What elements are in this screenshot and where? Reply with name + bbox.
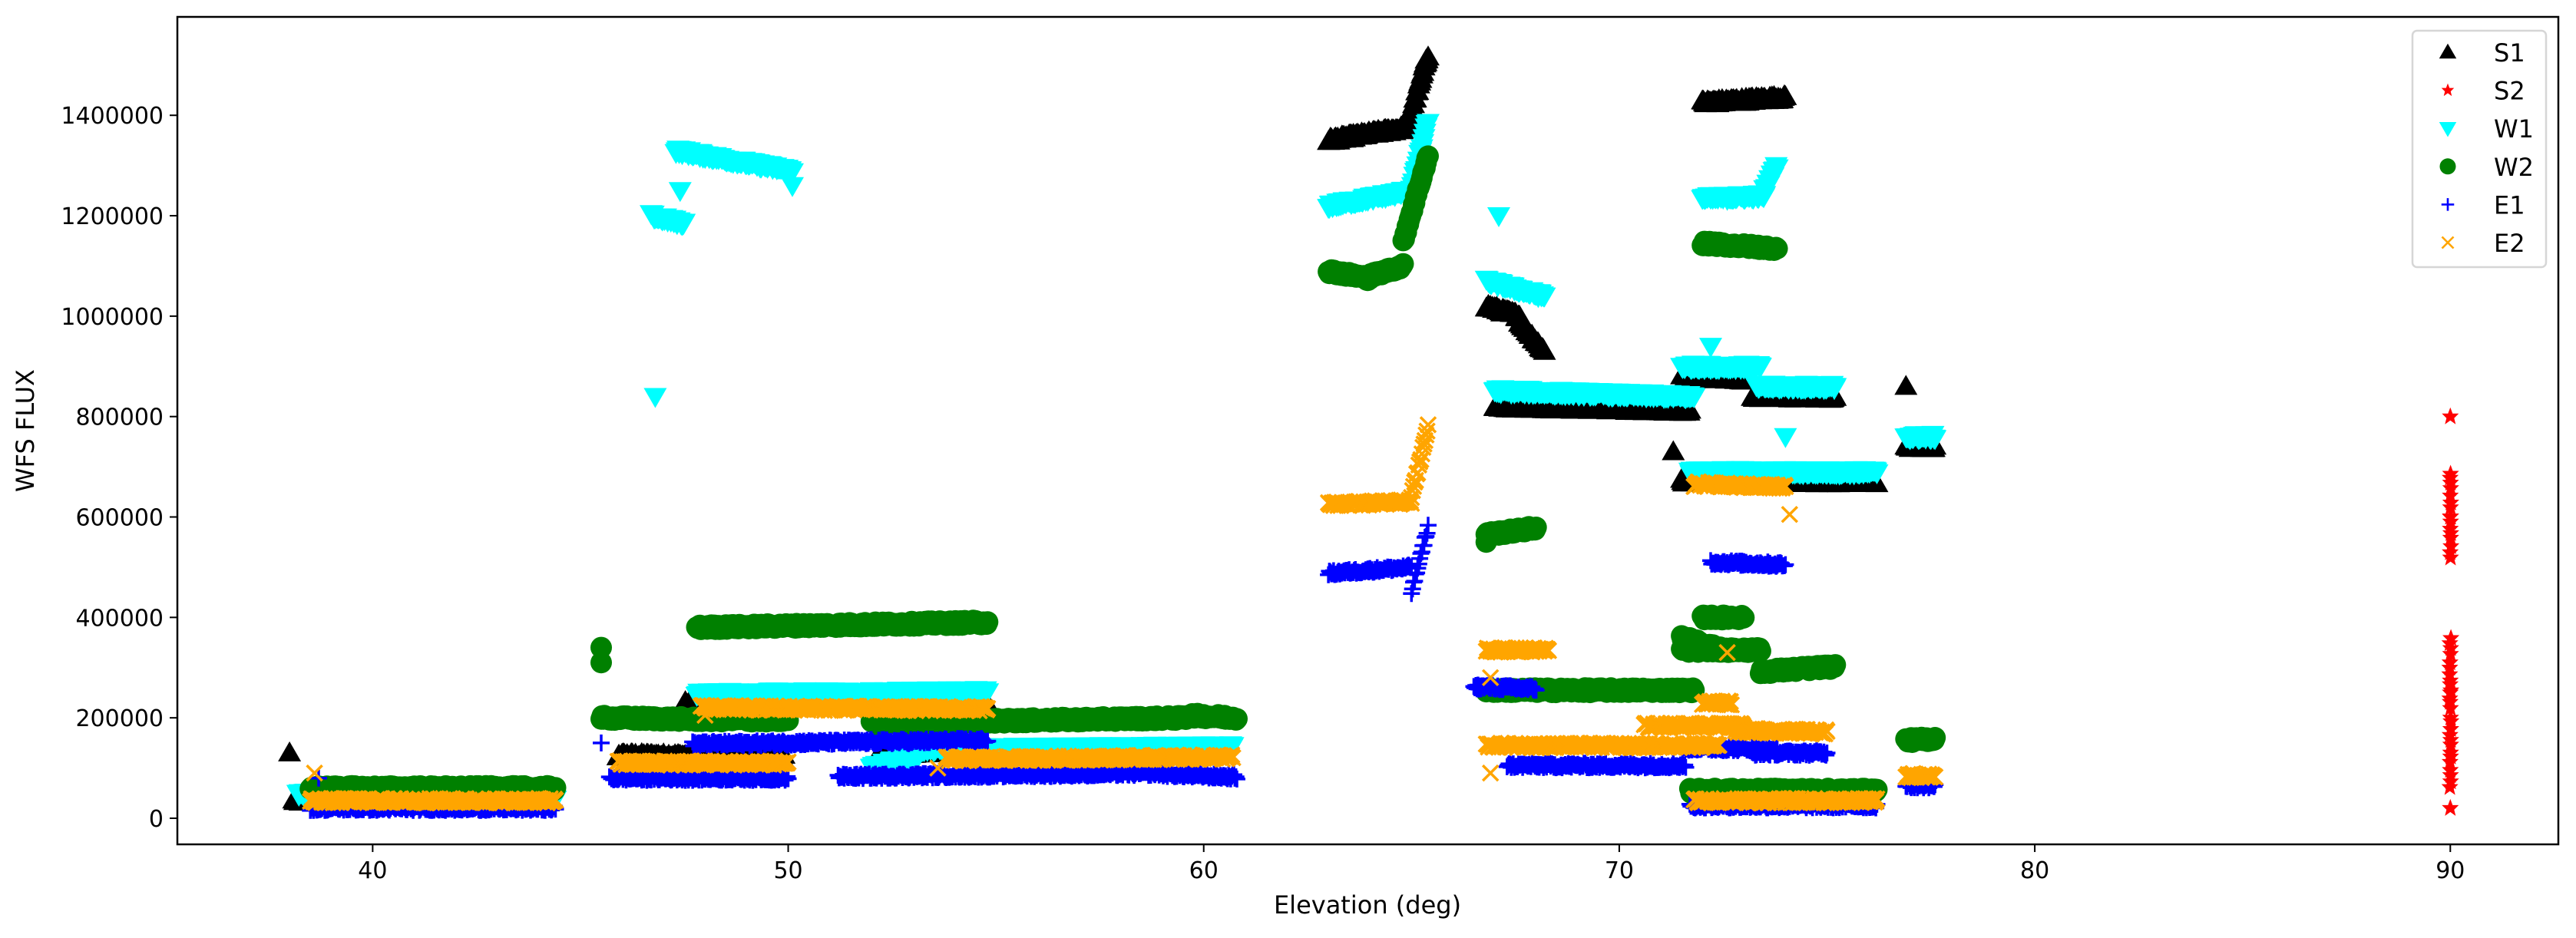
data-point-s2	[2442, 474, 2459, 491]
data-point-s2	[2442, 720, 2459, 737]
data-point-s2	[2442, 486, 2459, 504]
data-point-s2	[2442, 479, 2459, 497]
data-point-s1	[1662, 440, 1685, 461]
data-point-s2	[2442, 772, 2459, 790]
data-point-s2	[2441, 725, 2459, 743]
series-s2	[2441, 407, 2460, 816]
data-point-s1	[278, 741, 302, 761]
data-point-w2	[1417, 145, 1439, 167]
data-point-s2	[2442, 752, 2459, 770]
data-point-w2	[1824, 654, 1847, 676]
data-point-s2	[2442, 743, 2459, 761]
plot-area	[177, 17, 2558, 844]
data-point-s2	[2442, 708, 2459, 726]
data-point-s2	[2442, 498, 2459, 516]
data-point-s2	[2442, 629, 2460, 646]
data-point-s2	[2442, 507, 2459, 525]
data-point-s2	[2442, 407, 2459, 424]
data-point-s2	[2442, 761, 2459, 778]
data-point-w1	[673, 213, 696, 234]
data-point-w1	[976, 683, 1000, 704]
data-point-s2	[2442, 537, 2460, 554]
data-point-w2	[977, 611, 999, 633]
data-point-s2	[2442, 548, 2459, 566]
data-point-s2	[2442, 520, 2459, 537]
data-point-w1	[781, 163, 804, 183]
data-point-s2	[2441, 778, 2459, 795]
data-point-s2	[2442, 494, 2459, 510]
data-point-s1	[1774, 84, 1797, 105]
data-point-s2	[2441, 653, 2459, 671]
data-point-s2	[2441, 659, 2459, 676]
data-points	[278, 45, 2460, 819]
data-point-s2	[2442, 464, 2459, 482]
data-point-s1	[1414, 48, 1438, 69]
data-point-w2	[1392, 253, 1414, 275]
data-point-s2	[2442, 543, 2459, 560]
data-point-s1	[1678, 398, 1701, 419]
data-point-s2	[2442, 735, 2459, 753]
data-point-s1	[1533, 339, 1556, 360]
data-point-s2	[2441, 665, 2459, 682]
data-point-s2	[2442, 699, 2459, 716]
data-point-w2	[1226, 708, 1248, 730]
data-point-s2	[2442, 683, 2459, 701]
data-point-w2	[1525, 517, 1547, 538]
data-point-w2	[1766, 237, 1788, 259]
data-point-s2	[2442, 766, 2459, 784]
data-point-s2	[2442, 671, 2459, 689]
data-point-s1	[1894, 375, 1918, 395]
data-point-w2	[1733, 606, 1755, 629]
data-point-s2	[2441, 689, 2459, 707]
data-point-s2	[2442, 798, 2459, 816]
data-point-w2	[1749, 640, 1771, 662]
data-point-s2	[2442, 645, 2459, 662]
